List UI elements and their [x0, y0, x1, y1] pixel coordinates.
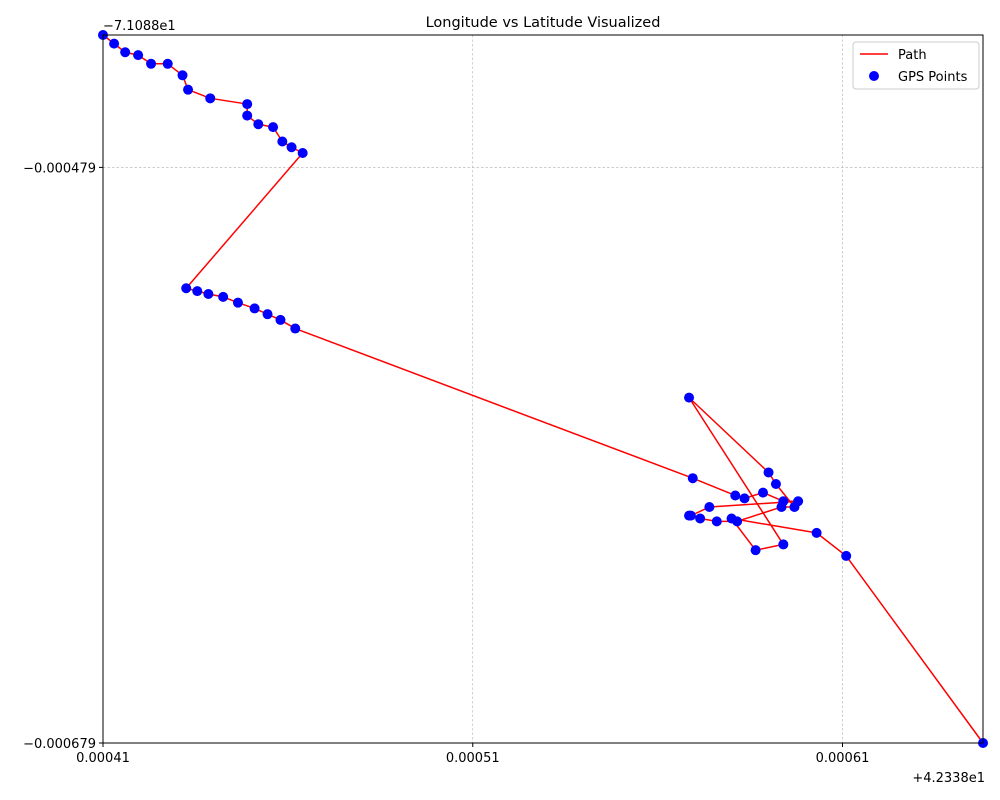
gps-point: [297, 148, 308, 158]
gps-point: [758, 487, 768, 498]
gps-points-series: [98, 30, 988, 748]
gps-point: [290, 323, 301, 334]
gps-point: [286, 142, 297, 153]
y-axis: −0.000479 −0.000679: [23, 161, 103, 752]
x-axis-offset-label: +4.2338e1: [912, 771, 985, 786]
gps-point: [763, 467, 774, 478]
gps-point: [203, 289, 214, 300]
legend-gps-points-swatch: [869, 71, 879, 81]
gps-point: [242, 99, 253, 110]
gps-point: [841, 550, 852, 561]
x-tick-label: 0.00051: [446, 751, 500, 766]
gps-point: [778, 539, 789, 550]
y-tick-label: −0.000679: [23, 737, 96, 752]
legend-path-label: Path: [898, 48, 927, 63]
gps-point: [711, 516, 722, 527]
gps-point: [695, 513, 706, 524]
gps-point: [183, 84, 194, 95]
gps-point: [268, 122, 279, 133]
y-axis-offset-label: −7.1088e1: [103, 19, 176, 34]
gps-point: [205, 93, 216, 104]
gps-point: [253, 119, 264, 130]
gps-point: [684, 510, 695, 521]
x-tick-label: 0.00061: [816, 751, 870, 766]
legend: Path GPS Points: [852, 41, 980, 90]
gps-point: [811, 527, 822, 538]
chart-title: Longitude vs Latitude Visualized: [426, 15, 661, 31]
gps-point: [776, 502, 787, 512]
gps-point: [162, 58, 173, 69]
gps-point: [146, 58, 157, 69]
gps-point: [232, 297, 243, 308]
gps-point: [192, 286, 203, 297]
x-axis: 0.00041 0.00051 0.00061: [76, 743, 869, 766]
gps-point: [726, 513, 737, 524]
x-tick-label: 0.00041: [76, 751, 130, 766]
gps-point: [770, 478, 781, 489]
gps-point: [181, 283, 192, 294]
gps-point: [275, 314, 286, 325]
gps-point: [730, 490, 741, 501]
gps-point: [109, 38, 120, 49]
gps-point: [704, 502, 715, 512]
gps-point: [218, 291, 229, 302]
gps-point: [684, 392, 695, 403]
gps-point: [739, 493, 750, 504]
gps-point: [262, 309, 273, 320]
gps-point: [687, 473, 698, 484]
gps-point: [789, 502, 800, 512]
gps-point: [249, 303, 260, 314]
gps-point: [177, 70, 188, 81]
legend-gps-points-label: GPS Points: [898, 70, 968, 85]
gps-point: [242, 110, 253, 121]
plot-frame: [102, 34, 984, 744]
gps-point: [133, 50, 144, 61]
gps-point: [750, 545, 761, 556]
y-tick-label: −0.000479: [23, 161, 96, 176]
gps-point: [277, 136, 288, 147]
gps-point: [120, 47, 131, 58]
